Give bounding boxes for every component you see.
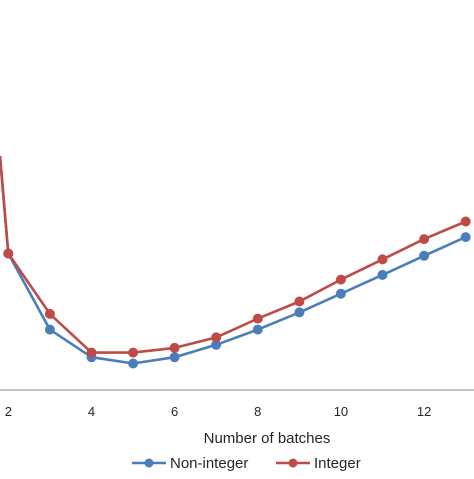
data-point-non-integer xyxy=(419,250,430,261)
legend-label-non-integer: Non-integer xyxy=(170,455,248,472)
legend-label-integer: Integer xyxy=(314,455,361,472)
data-point-non-integer xyxy=(460,232,471,243)
x-tick-label: 8 xyxy=(254,404,261,419)
x-tick-labels: 2 4 6 8 10 12 xyxy=(5,404,432,419)
data-point-non-integer xyxy=(294,307,305,318)
data-point-non-integer xyxy=(44,324,55,335)
data-point-integer xyxy=(377,254,388,265)
data-point-non-integer xyxy=(377,269,388,280)
data-point-non-integer xyxy=(169,352,180,363)
x-tick-label: 10 xyxy=(334,404,348,419)
data-point-integer xyxy=(169,342,180,353)
data-point-non-integer xyxy=(252,324,263,335)
data-point-non-integer xyxy=(335,288,346,299)
data-point-integer xyxy=(419,234,430,245)
data-point-integer xyxy=(211,332,222,343)
x-axis-title: Number of batches xyxy=(204,430,331,447)
data-point-integer xyxy=(3,248,14,259)
legend-swatch-marker-non-integer xyxy=(144,458,154,468)
legend: Non-integer Integer xyxy=(132,455,361,472)
data-point-integer xyxy=(86,347,97,358)
data-point-integer xyxy=(44,308,55,319)
series-line-integer xyxy=(0,155,467,354)
x-tick-label: 2 xyxy=(5,404,12,419)
x-tick-label: 6 xyxy=(171,404,178,419)
x-tick-label: 12 xyxy=(417,404,431,419)
series-layer xyxy=(0,155,471,369)
x-tick-label: 4 xyxy=(88,404,95,419)
data-point-integer xyxy=(252,313,263,324)
data-point-integer xyxy=(335,274,346,285)
data-point-integer xyxy=(460,216,471,227)
data-point-non-integer xyxy=(128,358,139,369)
data-point-integer xyxy=(294,296,305,307)
data-point-integer xyxy=(128,347,139,358)
legend-swatch-marker-integer xyxy=(288,458,298,468)
